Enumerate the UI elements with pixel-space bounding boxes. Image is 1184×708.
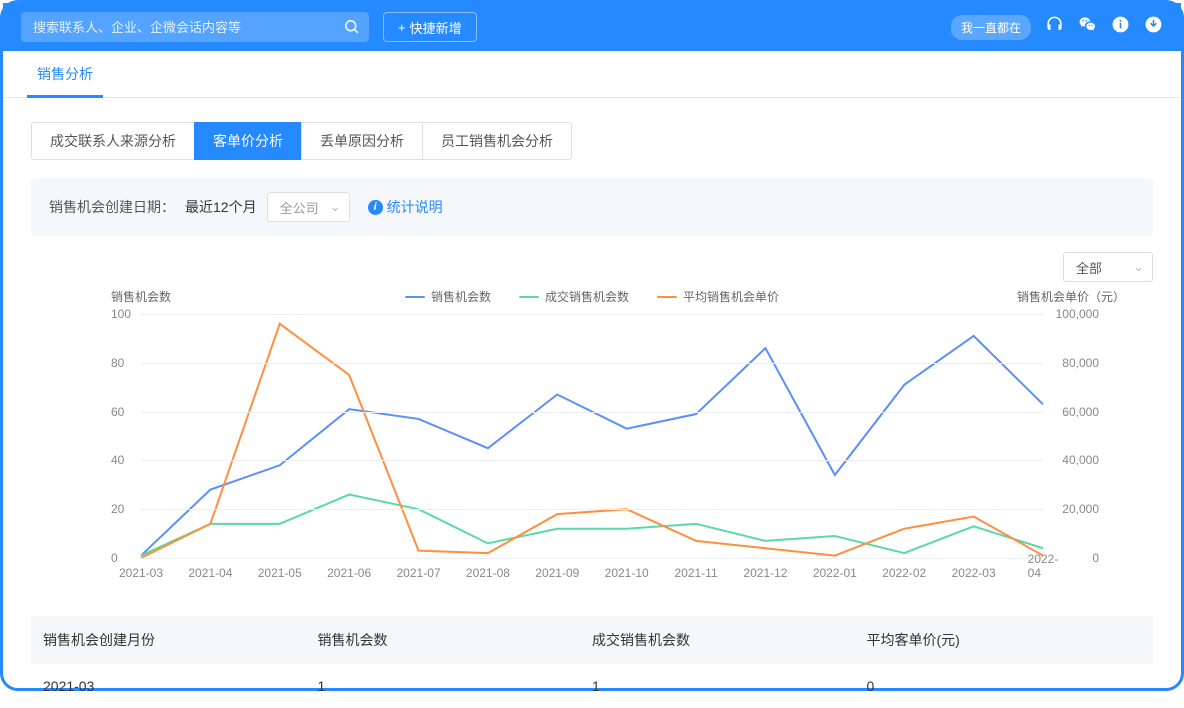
x-tick: 2021-10 — [605, 566, 649, 580]
search-wrap — [21, 12, 369, 42]
table-cell: 1 — [318, 678, 593, 694]
sub-tab[interactable]: 员工销售机会分析 — [422, 122, 572, 160]
sub-tab[interactable]: 丢单原因分析 — [301, 122, 423, 160]
legend-swatch — [519, 296, 539, 298]
x-tick: 2021-06 — [327, 566, 371, 580]
legend-item[interactable]: 销售机会数 — [405, 288, 491, 305]
sub-tab[interactable]: 成交联系人来源分析 — [31, 122, 195, 160]
quick-add-label: 快捷新增 — [410, 18, 462, 37]
type-select-value: 全部 — [1076, 258, 1102, 277]
info-icon[interactable] — [1111, 15, 1130, 39]
filter-date-value[interactable]: 最近12个月 — [185, 197, 257, 217]
table-cell: 1 — [592, 678, 867, 694]
chevron-down-icon: ⌄ — [1133, 259, 1144, 275]
y-tick-left: 20 — [111, 502, 124, 516]
content: 成交联系人来源分析客单价分析丢单原因分析员工销售机会分析 销售机会创建日期： 最… — [3, 98, 1181, 708]
y-tick-right: 40,000 — [1062, 453, 1099, 467]
user-pill[interactable]: 我一直都在 — [951, 15, 1031, 40]
sub-tabs: 成交联系人来源分析客单价分析丢单原因分析员工销售机会分析 — [31, 122, 1153, 160]
chart-area: 002020,0004040,0006060,0008080,000100100… — [141, 314, 1043, 558]
table-header-cell: 销售机会数 — [318, 630, 593, 650]
y-tick-right: 100,000 — [1056, 307, 1099, 321]
filter-date-label: 销售机会创建日期： — [49, 197, 175, 217]
x-tick: 2021-05 — [258, 566, 302, 580]
scope-select[interactable]: 全公司 ⌄ — [267, 192, 350, 222]
chart-lines — [141, 314, 1043, 558]
info-icon: i — [368, 200, 383, 215]
x-tick: 2021-08 — [466, 566, 510, 580]
y-tick-right: 80,000 — [1062, 356, 1099, 370]
x-tick: 2021-04 — [188, 566, 232, 580]
headset-icon[interactable] — [1045, 15, 1064, 39]
nav-tab-label: 销售分析 — [37, 64, 93, 84]
chevron-down-icon: ⌄ — [330, 199, 341, 215]
y-tick-left: 100 — [111, 307, 131, 321]
y-tick-left: 0 — [111, 551, 118, 565]
grid-line — [141, 363, 1043, 364]
y-tick-left: 60 — [111, 405, 124, 419]
table-row: 2021-03110 — [31, 664, 1153, 708]
x-tick: 2021-07 — [397, 566, 441, 580]
x-tick: 2022-04 — [1028, 552, 1059, 580]
y-tick-left: 80 — [111, 356, 124, 370]
x-tick: 2021-11 — [674, 566, 717, 580]
nav-tabs: 销售分析 — [3, 51, 1181, 98]
scope-select-value: 全公司 — [280, 198, 319, 217]
legend-item[interactable]: 平均销售机会单价 — [657, 288, 779, 305]
table-header-cell: 平均客单价(元) — [867, 630, 1142, 650]
topbar-right: 我一直都在 — [951, 15, 1163, 40]
table-cell: 0 — [867, 678, 1142, 694]
search-input[interactable] — [21, 12, 369, 42]
grid-line — [141, 412, 1043, 413]
y-tick-right: 60,000 — [1062, 405, 1099, 419]
nav-tab-sales-analysis[interactable]: 销售分析 — [15, 51, 115, 97]
legend-swatch — [405, 296, 425, 298]
x-tick: 2022-02 — [882, 566, 926, 580]
stat-desc-label: 统计说明 — [387, 197, 443, 217]
table-header-cell: 成交销售机会数 — [592, 630, 867, 650]
x-tick: 2022-03 — [952, 566, 996, 580]
table-header-row: 销售机会创建月份销售机会数成交销售机会数平均客单价(元) — [31, 616, 1153, 664]
topbar: + 快捷新增 我一直都在 — [3, 3, 1181, 51]
search-icon[interactable] — [343, 18, 360, 40]
chart: 销售机会数成交销售机会数平均销售机会单价 销售机会数 销售机会单价（元） 002… — [31, 288, 1153, 588]
legend-label: 平均销售机会单价 — [683, 288, 779, 305]
y-axis-left-title: 销售机会数 — [111, 288, 171, 305]
y-tick-right: 0 — [1092, 551, 1099, 565]
legend-item[interactable]: 成交销售机会数 — [519, 288, 629, 305]
x-tick: 2021-12 — [743, 566, 787, 580]
grid-line — [141, 509, 1043, 510]
stat-desc-link[interactable]: i 统计说明 — [368, 197, 443, 217]
chart-line — [141, 495, 1043, 556]
type-select[interactable]: 全部 ⌄ — [1063, 252, 1153, 282]
grid-line — [141, 314, 1043, 315]
plus-icon: + — [398, 20, 406, 35]
y-axis-right-title: 销售机会单价（元） — [1017, 288, 1125, 305]
legend: 销售机会数 成交销售机会数 平均销售机会单价 — [31, 288, 1153, 305]
legend-label: 成交销售机会数 — [545, 288, 629, 305]
grid-line — [141, 558, 1043, 559]
wechat-icon[interactable] — [1078, 15, 1097, 39]
y-tick-left: 40 — [111, 453, 124, 467]
grid-line — [141, 460, 1043, 461]
download-icon[interactable] — [1144, 15, 1163, 39]
data-table: 销售机会创建月份销售机会数成交销售机会数平均客单价(元) 2021-03110 — [31, 616, 1153, 708]
filter-bar: 销售机会创建日期： 最近12个月 全公司 ⌄ i 统计说明 — [31, 178, 1153, 236]
x-tick: 2021-09 — [535, 566, 579, 580]
chart-line — [141, 336, 1043, 556]
sub-tab[interactable]: 客单价分析 — [194, 122, 302, 160]
table-header-cell: 销售机会创建月份 — [43, 630, 318, 650]
y-tick-right: 20,000 — [1062, 502, 1099, 516]
x-tick: 2022-01 — [813, 566, 857, 580]
x-tick: 2021-03 — [119, 566, 163, 580]
table-cell: 2021-03 — [43, 678, 318, 694]
quick-add-button[interactable]: + 快捷新增 — [383, 12, 477, 42]
legend-swatch — [657, 296, 677, 298]
right-filter: 全部 ⌄ — [31, 252, 1153, 282]
legend-label: 销售机会数 — [431, 288, 491, 305]
